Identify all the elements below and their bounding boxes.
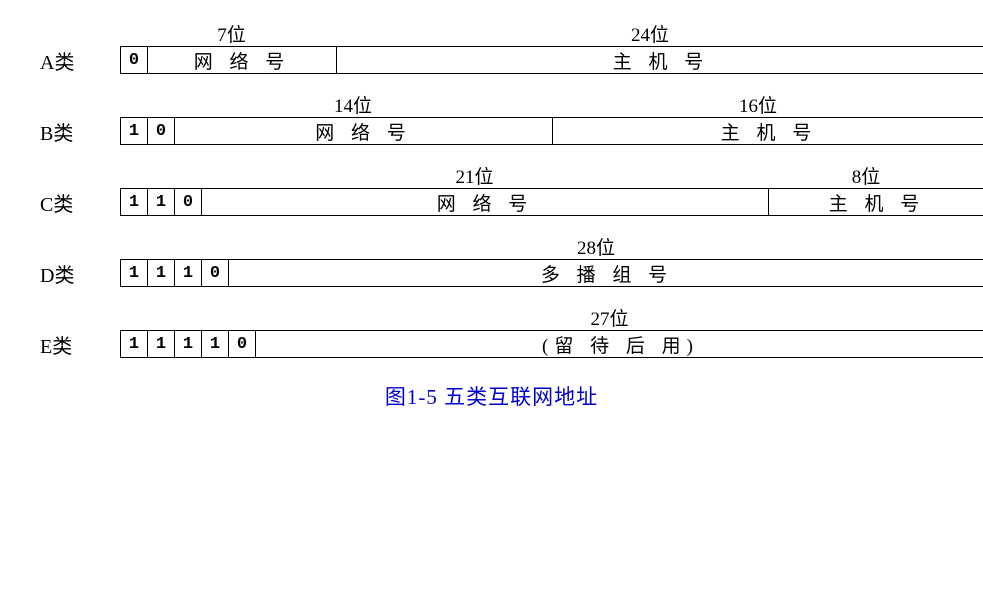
class-row: 27位E类11110(留 待 后 用) — [30, 304, 953, 359]
field-bits-label: 27位 — [245, 304, 974, 330]
address-field: (留 待 后 用) — [256, 331, 983, 357]
address-field-label: 主 机 号 — [829, 189, 926, 216]
address-bar: 1110多 播 组 号 — [120, 259, 983, 287]
bits-header: 14位16位 — [110, 91, 953, 117]
address-bar: 11110(留 待 后 用) — [120, 330, 983, 358]
address-field-label: 网 络 号 — [315, 118, 412, 145]
address-field: 主 机 号 — [553, 118, 983, 144]
prefix-bit: 1 — [175, 260, 202, 286]
field-bits-label: 24位 — [326, 20, 974, 46]
prefix-bit: 1 — [202, 331, 229, 357]
prefix-bit: 1 — [121, 118, 148, 144]
prefix-bit: 0 — [202, 260, 229, 286]
class-row: 21位8位C类110网 络 号主 机 号 — [30, 162, 953, 217]
address-bar: 0 网 络 号 主 机 号 — [120, 46, 983, 74]
prefix-bit: 0 — [175, 189, 202, 215]
prefix-bit: 1 — [121, 189, 148, 215]
prefix-bit: 1 — [148, 331, 175, 357]
address-field: 网 络 号 — [148, 47, 337, 73]
address-field: 网 络 号 — [175, 118, 553, 144]
address-field-label: 网 络 号 — [437, 189, 534, 216]
prefix-bit: 1 — [175, 331, 202, 357]
field-bits-label: 14位 — [164, 91, 542, 117]
class-label: B类 — [30, 117, 120, 146]
bits-header: 27位 — [110, 304, 953, 330]
field-bits-label: 7位 — [137, 20, 326, 46]
address-field-label: 主 机 号 — [613, 47, 710, 74]
address-field-label: 网 络 号 — [194, 47, 291, 74]
class-label: C类 — [30, 188, 120, 217]
prefix-bit: 1 — [121, 331, 148, 357]
prefix-bit: 0 — [229, 331, 256, 357]
field-bits-label: 16位 — [542, 91, 974, 117]
class-row: 14位16位B类10 网 络 号 主 机 号 — [30, 91, 953, 146]
address-field: 主 机 号 — [337, 47, 983, 73]
ip-address-classes-diagram: 7位24位A类0网 络 号主 机 号14位16位B类10网 络 号主 机 号21… — [30, 20, 953, 359]
address-field: 主 机 号 — [769, 189, 983, 215]
bits-header: 21位8位 — [110, 162, 953, 188]
field-bits-label: 21位 — [191, 162, 758, 188]
prefix-bit: 1 — [121, 260, 148, 286]
address-field-label: 主 机 号 — [721, 118, 818, 145]
class-row: 7位24位A类0 网 络 号 主 机 号 — [30, 20, 953, 75]
bits-header: 28位 — [110, 233, 953, 259]
address-bar: 110网 络 号主 机 号 — [120, 188, 983, 216]
class-label: A类 — [30, 46, 120, 75]
field-bits-label: 8位 — [758, 162, 974, 188]
class-label: D类 — [30, 259, 120, 288]
figure-caption: 图1-5 五类互联网地址 — [30, 381, 953, 411]
prefix-bit: 0 — [121, 47, 148, 73]
bits-header: 7位24位 — [110, 20, 953, 46]
class-row: 28位D类1110多 播 组 号 — [30, 233, 953, 288]
address-field-label: 多 播 组 号 — [541, 260, 673, 287]
prefix-bit: 0 — [148, 118, 175, 144]
class-label: E类 — [30, 330, 120, 359]
address-field: 多 播 组 号 — [229, 260, 983, 286]
address-field: 网 络 号 — [202, 189, 769, 215]
prefix-bit: 1 — [148, 189, 175, 215]
prefix-bit: 1 — [148, 260, 175, 286]
address-field-label: (留 待 后 用) — [542, 331, 699, 358]
address-bar: 10 网 络 号 主 机 号 — [120, 117, 983, 145]
field-bits-label: 28位 — [218, 233, 974, 259]
